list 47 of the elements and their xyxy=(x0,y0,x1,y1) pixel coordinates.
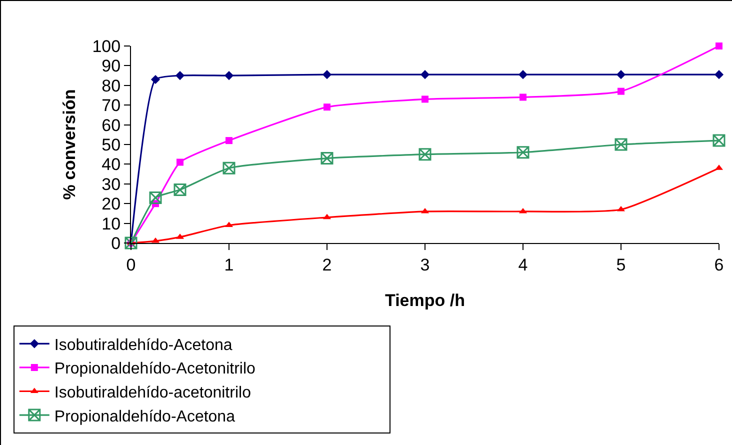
y-tick-label: 30 xyxy=(102,174,121,194)
point xyxy=(422,96,428,103)
x-tick-label: 2 xyxy=(322,255,332,274)
point xyxy=(222,162,236,174)
x-tick-label: 5 xyxy=(616,255,626,274)
point xyxy=(618,88,624,95)
point xyxy=(149,191,162,204)
y-tick-label: 80 xyxy=(102,76,121,96)
legend-label: Propionaldehído-Acetona xyxy=(54,408,236,426)
y-tick-label: 90 xyxy=(102,56,121,76)
point xyxy=(224,71,234,80)
y-axis-title: % conversión xyxy=(60,89,79,200)
point xyxy=(176,158,184,166)
point xyxy=(714,70,724,80)
y-tick-label: 20 xyxy=(102,194,121,214)
y-tick-label: 70 xyxy=(102,96,121,116)
y-tick-label: 50 xyxy=(102,135,121,154)
x-axis-title: Tiempo /h xyxy=(385,290,465,310)
point xyxy=(712,134,726,147)
point xyxy=(716,42,722,50)
point xyxy=(150,74,160,84)
x-tick-label: 4 xyxy=(518,255,528,274)
x-tick-label: 1 xyxy=(224,255,234,274)
legend-label: Propionaldehído-Acetonitrilo xyxy=(54,360,256,378)
y-tick-label: 100 xyxy=(92,36,121,56)
y-tick-label: 0 xyxy=(111,234,121,253)
y-tick-label: 10 xyxy=(102,214,121,234)
x-tick-label: 0 xyxy=(126,255,136,274)
point xyxy=(520,94,526,101)
point xyxy=(614,138,628,151)
point xyxy=(322,70,332,80)
point xyxy=(616,70,626,80)
point xyxy=(516,146,530,159)
point xyxy=(175,71,185,80)
point xyxy=(320,152,334,165)
point xyxy=(324,104,330,111)
point xyxy=(226,137,232,144)
legend-label: Isobutiraldehído-Acetona xyxy=(54,336,232,354)
x-tick-label: 3 xyxy=(420,255,430,274)
legend-label: Isobutiraldehído-acetonitrilo xyxy=(54,384,252,402)
point xyxy=(174,184,186,196)
point xyxy=(518,70,528,80)
point xyxy=(420,70,430,80)
y-tick-label: 60 xyxy=(102,116,121,135)
y-tick-label: 40 xyxy=(102,155,121,174)
point xyxy=(418,148,432,161)
x-tick-label: 6 xyxy=(714,255,724,274)
